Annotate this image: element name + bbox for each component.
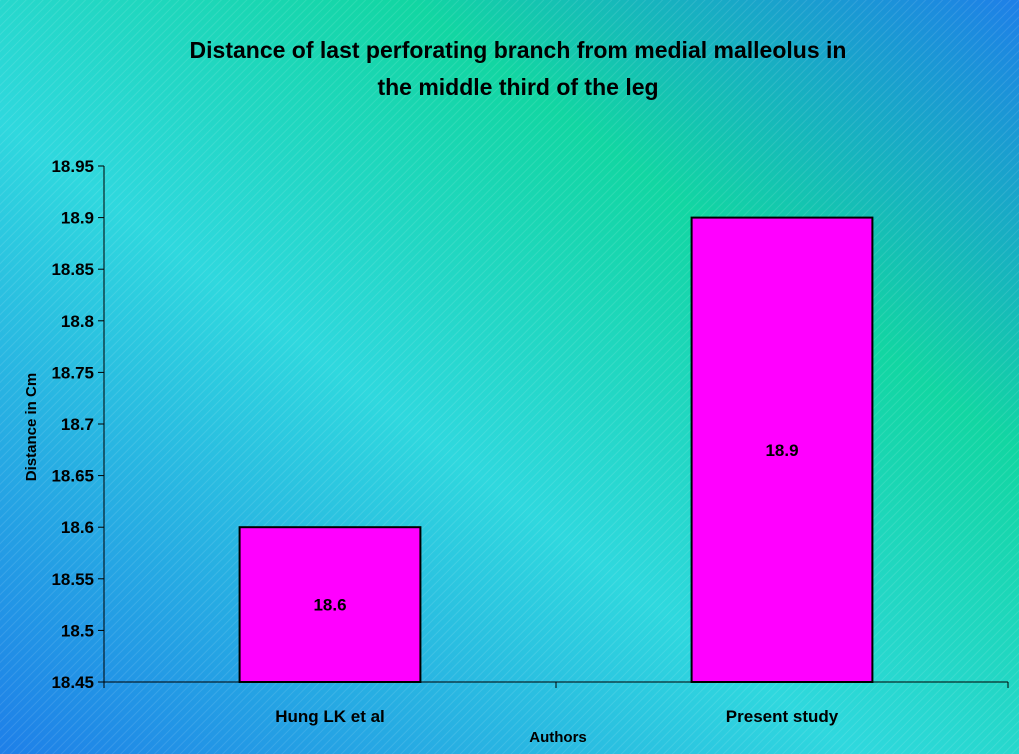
y-axis-title: Distance in Cm	[23, 373, 40, 481]
y-tick-label: 18.95	[51, 157, 94, 176]
plot-area: 18.45 18.5 18.55 18.6 18.65 18.7 18.75 18.8 18.8…	[51, 157, 1009, 726]
y-tick-label: 18.55	[51, 570, 94, 589]
y-tick-label: 18.8	[61, 312, 94, 331]
y-tick-label: 18.45	[51, 673, 94, 692]
bar-2	[690, 216, 874, 683]
chart-title-line-1: Distance of last perforating branch from…	[190, 37, 847, 63]
y-tick-label: 18.5	[61, 621, 94, 640]
y-tick-label: 18.9	[61, 209, 94, 228]
x-category-label: Present study	[726, 707, 839, 726]
y-tick-label: 18.7	[61, 415, 94, 434]
y-tick-label: 18.65	[51, 467, 94, 486]
data-label: 18.6	[313, 596, 346, 615]
y-tick-label: 18.75	[51, 363, 94, 382]
chart-title-line-2: the middle third of the leg	[377, 74, 658, 100]
y-tick-label: 18.85	[51, 260, 94, 279]
x-axis-title: Authors	[529, 729, 587, 746]
bar-1	[238, 526, 422, 684]
x-category-label: Hung LK et al	[275, 707, 385, 726]
data-label: 18.9	[765, 441, 798, 460]
y-tick-label: 18.6	[61, 518, 94, 537]
